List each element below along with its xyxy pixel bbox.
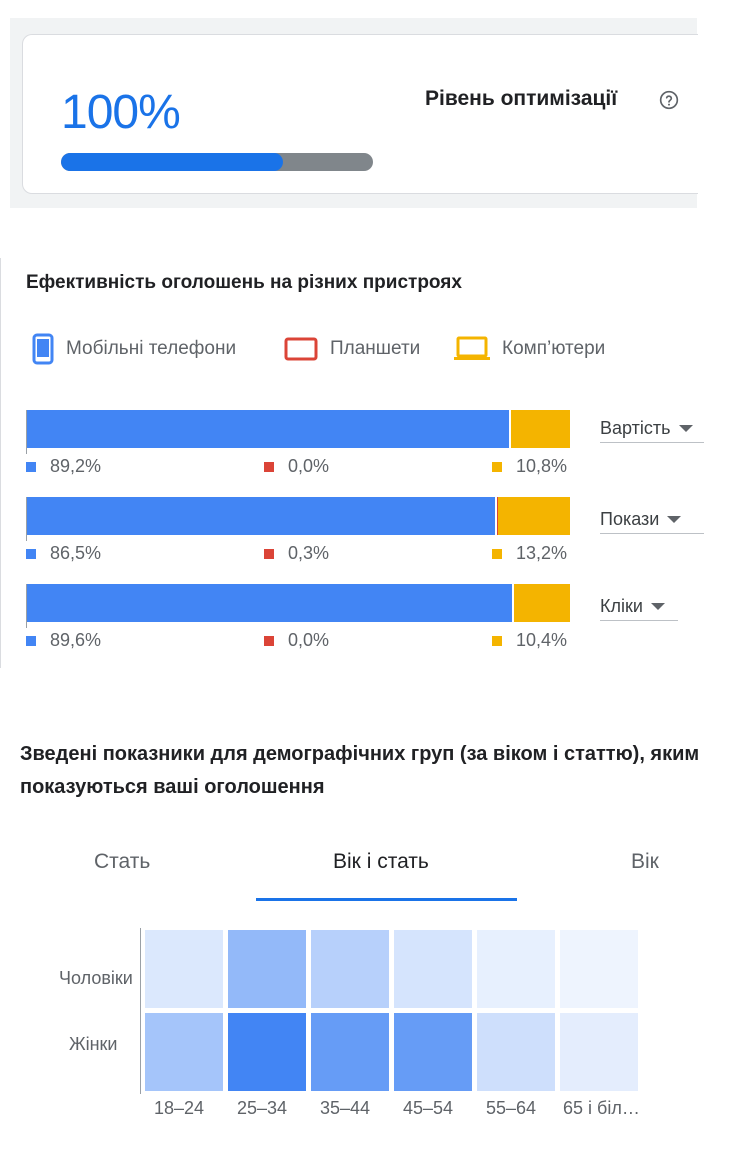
- segment-separator: [494, 497, 497, 535]
- bar-segment-computers: [513, 584, 570, 622]
- tab-gender[interactable]: Стать: [94, 850, 151, 873]
- heatmap-row-label-men: Чоловіки: [59, 968, 133, 988]
- axis-tick: [26, 497, 27, 541]
- heatmap-cell[interactable]: [311, 1013, 389, 1091]
- optimization-score-panel: 100% Рівень оптимізації: [10, 18, 698, 208]
- heatmap-axis: [140, 928, 141, 1094]
- stacked-bar: [26, 584, 570, 622]
- value-computers: 13,2%: [492, 543, 567, 564]
- device-row-cost: 89,2% 0,0% 10,8% Вартість: [26, 410, 716, 490]
- device-row-impressions: 86,5% 0,3% 13,2% Покази: [26, 497, 716, 577]
- optimization-score-card[interactable]: 100% Рівень оптимізації: [22, 34, 698, 194]
- phone-icon: [32, 333, 54, 365]
- legend-item-tablets: Планшети: [284, 334, 420, 364]
- legend-label-phones: Мобільні телефони: [66, 338, 237, 359]
- heatmap-cell[interactable]: [477, 1013, 555, 1091]
- value-tablets: 0,0%: [264, 630, 329, 651]
- legend-item-phones: Мобільні телефони: [32, 333, 237, 365]
- heatmap-cell[interactable]: [394, 1013, 472, 1091]
- value-computers: 10,4%: [492, 630, 567, 651]
- value-phones: 86,5%: [26, 543, 101, 564]
- value-phones: 89,6%: [26, 630, 101, 651]
- heatmap-cell[interactable]: [560, 1013, 638, 1091]
- section-divider: [0, 258, 1, 668]
- heatmap-cell[interactable]: [311, 930, 389, 1008]
- device-performance-section: Ефективність оголошень на різних пристро…: [0, 258, 734, 668]
- heatmap-cell[interactable]: [145, 930, 223, 1008]
- legend-label-computers: Комп’ютери: [502, 338, 606, 359]
- heatmap-cell[interactable]: [560, 930, 638, 1008]
- heatmap-cell[interactable]: [228, 930, 306, 1008]
- stacked-bar: [26, 497, 570, 535]
- bar-segment-tablets: [496, 497, 499, 535]
- metric-dropdown-cost[interactable]: Вартість: [600, 414, 704, 443]
- heatmap-row-label-women: Жінки: [69, 1034, 118, 1054]
- heatmap-cell[interactable]: [477, 930, 555, 1008]
- metric-dropdown-impressions[interactable]: Покази: [600, 505, 704, 534]
- optimization-progress-fill: [61, 153, 283, 171]
- demographics-title: Зведені показники для демографічних груп…: [20, 743, 700, 798]
- chevron-down-icon: [678, 424, 693, 432]
- heatmap-col-label: 18–24: [154, 1098, 205, 1118]
- optimization-progress-bar: [61, 153, 373, 171]
- chevron-down-icon: [650, 602, 665, 610]
- bar-segment-phones: [26, 497, 495, 535]
- heatmap-col-label: 65 і біл…: [563, 1098, 640, 1118]
- laptop-icon: [454, 336, 490, 360]
- heatmap-col-label: 35–44: [320, 1098, 371, 1118]
- segment-separator: [509, 410, 512, 448]
- active-tab-indicator: [256, 898, 517, 901]
- segment-separator: [511, 584, 514, 622]
- device-performance-title: Ефективність оголошень на різних пристро…: [26, 272, 462, 293]
- bar-segment-computers: [511, 410, 570, 448]
- legend-label-tablets: Планшети: [330, 338, 421, 359]
- heatmap-col-label: 55–64: [486, 1098, 537, 1118]
- bar-segment-phones: [26, 410, 510, 448]
- heatmap-cell[interactable]: [228, 1013, 306, 1091]
- demographics-tabs: Стать Вік і стать Вік: [0, 830, 734, 904]
- value-tablets: 0,3%: [264, 543, 329, 564]
- bar-segment-phones: [26, 584, 512, 622]
- device-row-clicks: 89,6% 0,0% 10,4% Кліки: [26, 584, 716, 664]
- value-phones: 89,2%: [26, 456, 101, 477]
- stacked-bar: [26, 410, 570, 448]
- bar-segment-computers: [498, 497, 570, 535]
- help-icon[interactable]: [659, 90, 679, 110]
- tab-age-gender[interactable]: Вік і стать: [333, 850, 429, 873]
- chevron-down-icon: [667, 515, 682, 523]
- optimization-score-value: 100%: [61, 86, 181, 139]
- optimization-score-label: Рівень оптимізації: [425, 87, 618, 110]
- value-computers: 10,8%: [492, 456, 567, 477]
- value-tablets: 0,0%: [264, 456, 329, 477]
- heatmap-col-label: 25–34: [237, 1098, 288, 1118]
- metric-dropdown-clicks[interactable]: Кліки: [600, 592, 678, 621]
- heatmap-cell[interactable]: [394, 930, 472, 1008]
- heatmap-col-label: 45–54: [403, 1098, 454, 1118]
- tablet-icon: [284, 337, 318, 361]
- axis-tick: [26, 584, 27, 628]
- axis-tick: [26, 410, 27, 454]
- tab-age[interactable]: Вік: [631, 850, 659, 873]
- heatmap-cell[interactable]: [145, 1013, 223, 1091]
- legend-item-computers: Комп’ютери: [454, 334, 605, 364]
